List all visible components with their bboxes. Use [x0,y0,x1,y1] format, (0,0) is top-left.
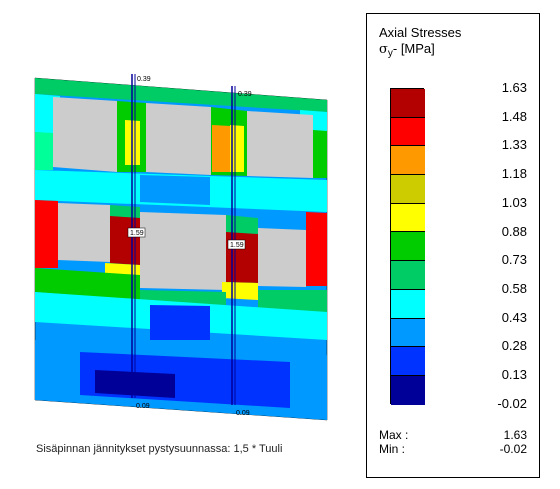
legend-title-line1: Axial Stresses [379,25,462,40]
legend-color-bar [390,88,425,405]
annot-mid-right-box [227,239,246,250]
stress-peak-right [226,232,258,283]
annot-mid-right: 1.59 [230,242,244,249]
legend-swatch [391,89,425,118]
legend-swatch [391,232,425,262]
legend-min-value: -0.02 [499,442,527,456]
pier-right-top-orange [212,125,230,172]
legend-swatch [391,146,425,176]
edge-right-top [313,130,327,178]
legend-tick-label: 0.13 [501,367,527,382]
legend-title-line2: σy- [MPa] [379,41,461,62]
legend-min-label: Min : [379,442,406,456]
legend-panel: Axial Stresses σy- [MPa] 1.63 1.48 1.33 1.1… [366,13,540,478]
edge-right-red [306,212,327,286]
annot-mid-left-box [127,227,146,238]
stress-right-yellow [222,282,258,300]
legend-tick-label: 1.63 [501,80,527,95]
legend-tick-label: 1.33 [501,137,527,153]
contour-lower-green-right [258,290,327,312]
pier-right-top-yellow [230,125,244,172]
legend-swatch [391,347,425,376]
opening-mid-right [258,228,306,287]
opening-top-left [53,97,117,172]
annot-bottom-right: 0.09 [236,410,250,417]
legend-swatch [391,289,425,319]
legend-swatch [391,117,425,147]
legend-title: Axial Stresses σy- [MPa] [379,25,461,62]
annot-top-left: 0.39 [137,76,151,83]
contour-middle-blue [140,175,210,205]
legend-tick-label: 0.88 [501,223,527,239]
opening-mid-middle [140,212,226,290]
legend-tick-label: 0.58 [501,280,527,296]
opening-top-right [247,111,313,178]
legend-swatch [391,318,425,348]
legend-sigma: σ [379,42,388,57]
contour-top-band [35,78,327,112]
legend-sigma-sub: y [387,48,393,59]
legend-max-label: Max : [379,428,409,442]
figure-caption: Sisäpinnan jännitykset pystysuunnassa: 1… [36,443,283,455]
annot-mid-left: 1.59 [130,230,144,237]
legend-tick-label: 1.03 [501,194,527,210]
legend-tick-label: 1.48 [501,108,527,124]
edge-left-top [35,132,53,170]
legend-swatch [391,203,425,233]
legend-tick-label: 0.43 [501,309,527,325]
legend-swatch [391,175,425,204]
legend-unit: - [MPa] [392,41,435,56]
annot-top-right: 0.39 [238,91,252,98]
opening-mid-left [58,203,110,262]
legend-swatch [391,261,425,290]
legend-tick-label: 1.18 [501,166,527,182]
legend-tick-label: -0.02 [497,395,527,411]
legend-tick-label: 0.73 [501,252,527,268]
edge-left-red [35,200,58,268]
contour-lower-green-left [35,268,140,300]
annot-bottom-left: 0.09 [136,403,150,410]
legend-tick-label: 0.28 [501,338,527,354]
legend-swatch [391,375,425,405]
legend-max-value: 1.63 [503,428,527,442]
stress-contour-plot: 0.39 0.39 1.59 1.59 0.09 0.09 [34,74,328,421]
opening-top-middle [146,103,211,175]
contour-lower-blue-mid [150,305,210,340]
